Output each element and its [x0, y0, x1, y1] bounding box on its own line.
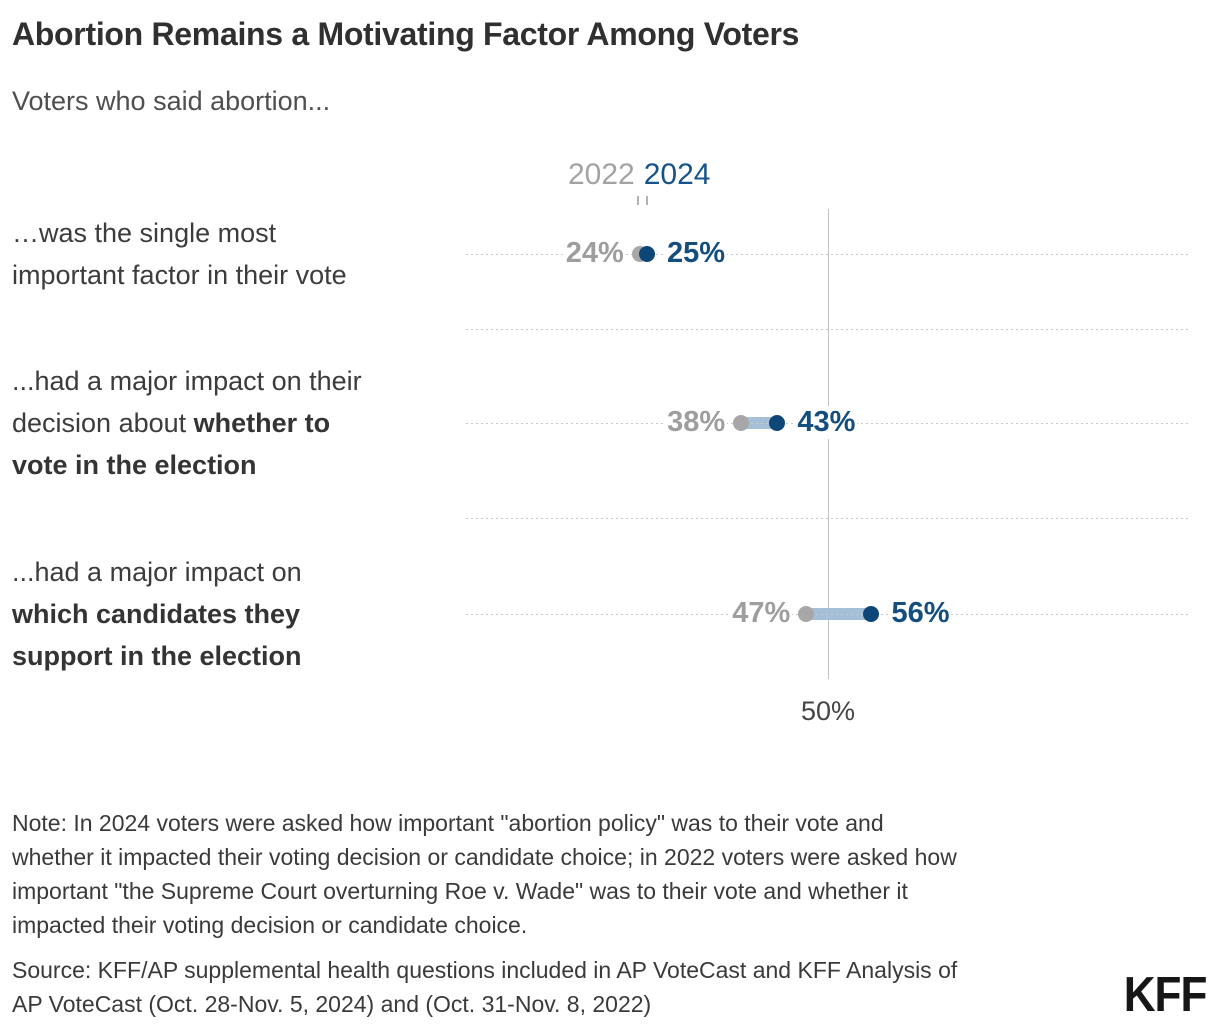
chart-subtitle: Voters who said abortion...	[12, 86, 331, 116]
category-label-whether-to-vote: ...had a major impact on their decision …	[12, 360, 480, 486]
row-gridline	[466, 614, 1190, 615]
value-label-2022: 47%	[730, 597, 793, 630]
row-separator-gridline	[466, 518, 1190, 519]
note-text: Note: In 2024 voters were asked how impo…	[12, 810, 957, 938]
row-gridline	[466, 423, 1190, 424]
category-label-text: ...had a major impact on	[12, 557, 302, 587]
reference-line-50pct	[827, 209, 829, 679]
row-separator-gridline	[466, 329, 1190, 330]
row-gridline	[466, 254, 1190, 255]
value-label-2024: 25%	[665, 237, 728, 270]
dot-2022	[733, 415, 750, 431]
axis-reference-label-50: 50%	[800, 696, 856, 726]
dot-2024	[769, 415, 786, 431]
category-label-single-most-important: …was the single most important factor in…	[12, 212, 480, 296]
dot-2022	[631, 246, 648, 262]
source-text: Source: KFF/AP supplemental health quest…	[12, 957, 958, 1017]
legend: 2022 2024	[568, 158, 711, 192]
category-label-text: ...had a major impact on their decision …	[12, 366, 362, 438]
dot-2022	[798, 606, 815, 622]
dot-2024	[863, 606, 880, 622]
dumbbell-connector	[806, 608, 872, 620]
legend-tick-2022	[637, 196, 639, 205]
category-label-which-candidates: ...had a major impact on which candidate…	[12, 551, 480, 677]
dot-2024	[639, 246, 655, 262]
dumbbell-connector	[741, 417, 778, 429]
category-label-bold-text: which candidates they support in the ele…	[12, 599, 302, 671]
value-label-2022: 38%	[665, 406, 728, 439]
category-label-bold-text: whether to vote in the election	[12, 408, 331, 480]
value-label-2024: 43%	[795, 406, 858, 439]
dumbbell-connector	[639, 248, 647, 260]
legend-item-2024: 2024	[643, 158, 711, 191]
page-title: Abortion Remains a Motivating Factor Amo…	[12, 16, 800, 52]
value-label-2024: 56%	[889, 597, 952, 630]
kff-logo: KFF	[1123, 966, 1207, 1023]
legend-item-2022: 2022	[568, 158, 635, 191]
value-label-2022: 24%	[563, 237, 626, 270]
category-label-text: …was the single most important factor in…	[12, 218, 347, 290]
legend-tick-2024	[646, 196, 648, 205]
